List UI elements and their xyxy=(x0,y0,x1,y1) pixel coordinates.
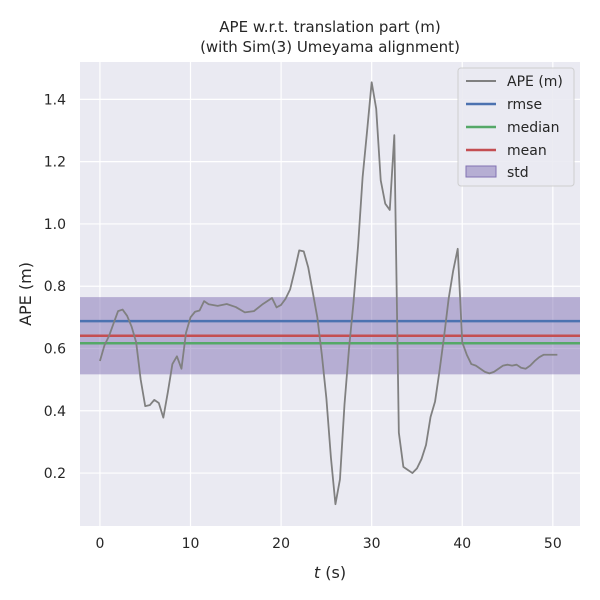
y-tick-label: 1.4 xyxy=(44,92,66,108)
y-tick-label: 0.4 xyxy=(44,404,66,420)
x-axis-label-unit: (s) xyxy=(320,563,346,582)
legend-label-ape: APE (m) xyxy=(507,74,563,90)
x-tick-label: 40 xyxy=(453,536,471,552)
x-tick-label: 0 xyxy=(95,536,104,552)
chart-title-line-2: (with Sim(3) Umeyama alignment) xyxy=(200,38,460,56)
y-tick-label: 0.8 xyxy=(44,279,66,295)
legend-box xyxy=(457,67,575,187)
chart-title-line-1: APE w.r.t. translation part (m) xyxy=(219,18,440,36)
ape-series-line xyxy=(99,81,558,506)
y-tick-label: 1.0 xyxy=(44,217,66,233)
legend-label-rmse: rmse xyxy=(507,97,542,113)
x-tick-label: 50 xyxy=(544,536,562,552)
tick-labels: 0 10 20 30 40 50 0.2 0.4 0.6 0.8 1.0 1.2 1.4 xyxy=(44,92,562,552)
x-tick-label: 20 xyxy=(272,536,290,552)
y-tick-label: 0.2 xyxy=(44,466,66,482)
y-tick-label: 1.2 xyxy=(44,155,66,171)
x-axis-label: t (s) xyxy=(314,563,346,582)
legend-label-std: std xyxy=(507,165,529,181)
legend: APE (m) rmse median mean std xyxy=(457,67,575,187)
series-group xyxy=(80,81,580,506)
legend-swatch-std xyxy=(465,165,497,178)
legend-label-mean: mean xyxy=(507,143,547,159)
x-tick-label: 30 xyxy=(363,536,381,552)
y-axis-label: APE (m) xyxy=(16,262,35,326)
legend-label-median: median xyxy=(507,120,559,136)
x-tick-label: 10 xyxy=(182,536,200,552)
y-tick-label: 0.6 xyxy=(44,341,66,357)
x-axis-label-variable: t xyxy=(314,563,321,582)
